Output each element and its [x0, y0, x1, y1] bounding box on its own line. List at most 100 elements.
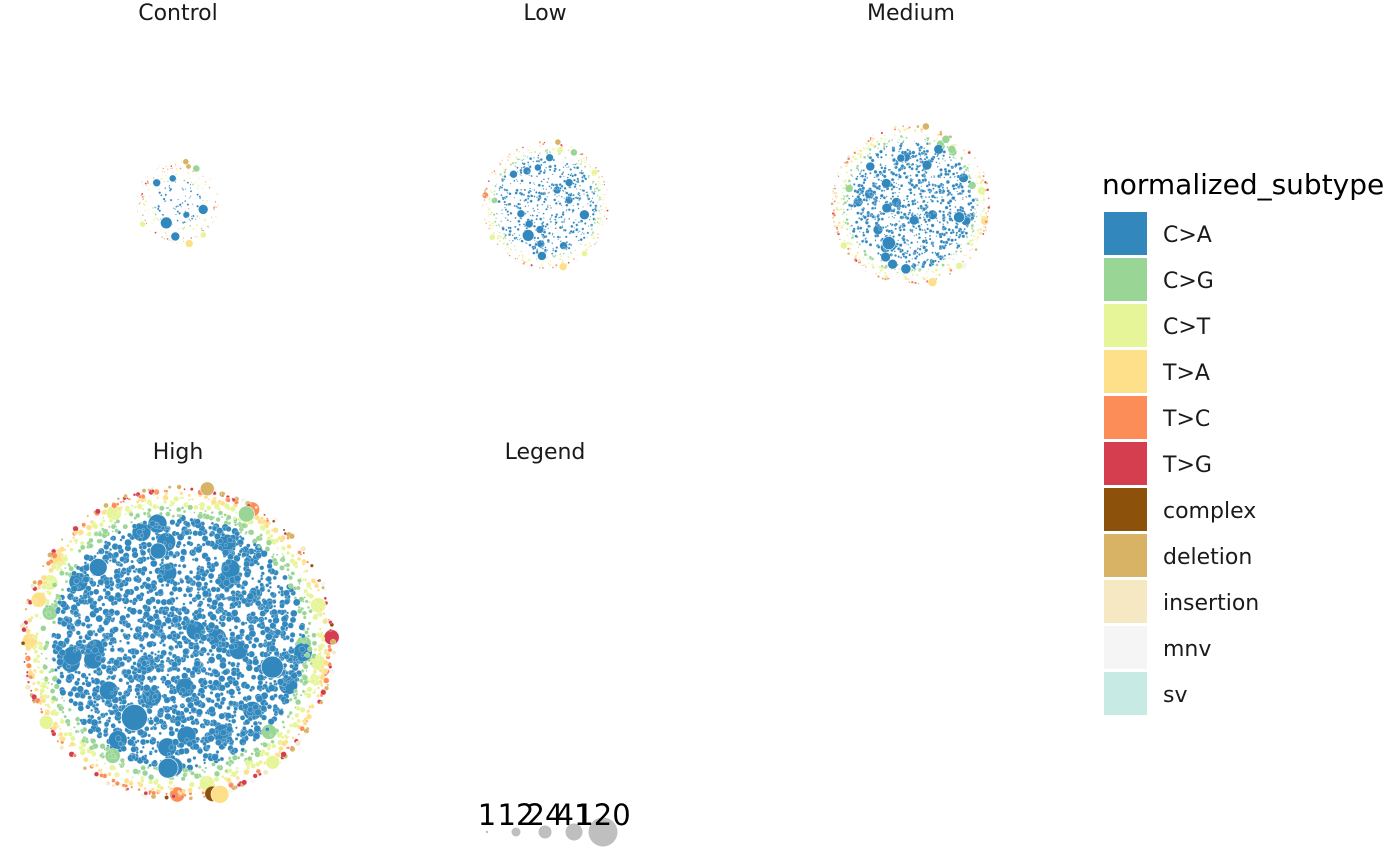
bubble-CtoA	[933, 196, 937, 199]
bubble-CtoA	[883, 187, 885, 189]
bubble-CtoA	[969, 212, 972, 215]
bubble-CtoT	[528, 151, 530, 154]
bubble-CtoA	[925, 149, 930, 153]
bubble-CtoA	[527, 164, 530, 166]
bubble-CtoA	[215, 739, 222, 746]
bubble-deletion	[917, 282, 920, 285]
bubble-CtoT	[37, 660, 41, 664]
bubble-TtoG	[190, 237, 193, 239]
bubble-CtoT	[36, 654, 41, 659]
bubble-mnv	[836, 171, 840, 175]
bubble-insertion	[59, 745, 65, 751]
bubble-CtoG	[77, 548, 82, 553]
bubble-CtoG	[974, 202, 976, 204]
bubble-CtoA	[917, 207, 920, 210]
bubble-CtoT	[39, 617, 42, 620]
bubble-CtoT	[261, 526, 266, 531]
bubble-CtoT	[504, 163, 507, 166]
bubble-TtoA	[204, 183, 207, 186]
bubble-CtoA	[852, 203, 855, 205]
bubble-TtoA	[539, 144, 542, 147]
bubble-CtoA	[522, 162, 526, 166]
bubble-CtoA	[233, 706, 238, 711]
bubble-large-CtoA	[197, 204, 209, 215]
bubble-CtoA	[849, 204, 854, 208]
bubble-CtoG	[152, 207, 154, 209]
bubble-CtoA	[899, 215, 904, 220]
bubble-CtoA	[184, 200, 187, 203]
bubble-TtoC	[987, 210, 990, 213]
bubble-CtoG	[194, 218, 197, 221]
bubble-CtoA	[577, 221, 580, 224]
bubble-CtoA	[178, 212, 181, 215]
bubble-CtoA	[891, 209, 896, 213]
bubble-CtoA	[158, 654, 164, 660]
bubble-CtoG	[883, 144, 885, 147]
bubble-CtoA	[160, 583, 165, 587]
bubble-CtoA	[956, 179, 959, 182]
bubble-CtoA	[854, 198, 859, 203]
bubble-TtoA	[144, 209, 147, 212]
bubble-CtoA	[580, 233, 582, 235]
bubble-CtoA	[258, 721, 263, 726]
bubble-CtoA	[207, 572, 215, 580]
bubble-CtoA	[150, 559, 158, 568]
bubble-CtoT	[187, 498, 191, 502]
bubble-CtoA	[939, 173, 943, 177]
bubble-CtoA	[256, 623, 262, 628]
bubble-CtoA	[173, 563, 178, 568]
bubble-CtoA	[901, 225, 904, 229]
bubble-CtoG	[245, 530, 248, 534]
bubble-CtoA	[103, 619, 110, 626]
bubble-CtoA	[565, 178, 574, 187]
bubble-CtoA	[139, 749, 144, 754]
bubble-TtoA	[850, 160, 853, 163]
bubble-CtoA	[584, 177, 588, 181]
bubble-TtoA	[187, 787, 193, 793]
bubble-insertion	[172, 241, 174, 243]
bubble-CtoA	[902, 228, 906, 232]
bubble-CtoG	[599, 212, 601, 214]
bubble-CtoA	[543, 169, 546, 171]
bubble-TtoA	[883, 274, 886, 277]
bubble-CtoA	[870, 196, 873, 199]
bubble-CtoG	[204, 509, 207, 513]
bubble-CtoG	[548, 151, 552, 154]
bubble-CtoA	[538, 194, 542, 198]
bubble-CtoG	[546, 148, 549, 152]
bubble-CtoA	[971, 198, 976, 203]
bubble-CtoG	[843, 201, 847, 205]
bubble-insertion	[300, 545, 307, 552]
bubble-CtoG	[924, 138, 926, 141]
bubble-mnv	[489, 173, 492, 176]
bubble-TtoC	[867, 139, 870, 143]
bubble-TtoA	[982, 225, 985, 228]
bubble-insertion	[136, 195, 139, 198]
bubble-CtoA	[585, 191, 588, 194]
bubble-CtoA	[904, 251, 907, 254]
bubble-CtoA	[221, 637, 226, 643]
bubble-CtoA	[862, 231, 865, 234]
bubble-TtoC	[837, 230, 839, 233]
bubble-CtoA	[539, 192, 544, 196]
bubble-CtoA	[891, 212, 893, 215]
bubble-CtoA	[943, 176, 946, 179]
bubble-CtoT	[878, 265, 882, 269]
bubble-CtoT	[852, 244, 855, 246]
bubble-CtoA	[127, 532, 132, 538]
bubble-CtoG	[113, 756, 117, 760]
bubble-TtoA	[280, 535, 286, 541]
bubble-CtoA	[972, 211, 975, 214]
bubble-CtoG	[63, 714, 67, 719]
bubble-CtoA	[576, 166, 580, 170]
panel-title-high: High	[153, 440, 204, 465]
bubble-CtoA	[136, 608, 143, 615]
bubble-CtoA	[906, 250, 909, 253]
bubble-CtoG	[197, 187, 199, 189]
bubble-CtoG	[301, 610, 307, 616]
bubble-CtoA	[910, 167, 914, 171]
bubble-CtoA	[924, 196, 927, 199]
bubble-deletion	[877, 275, 880, 278]
bubble-CtoA	[569, 168, 572, 171]
bubble-CtoA	[966, 213, 970, 217]
